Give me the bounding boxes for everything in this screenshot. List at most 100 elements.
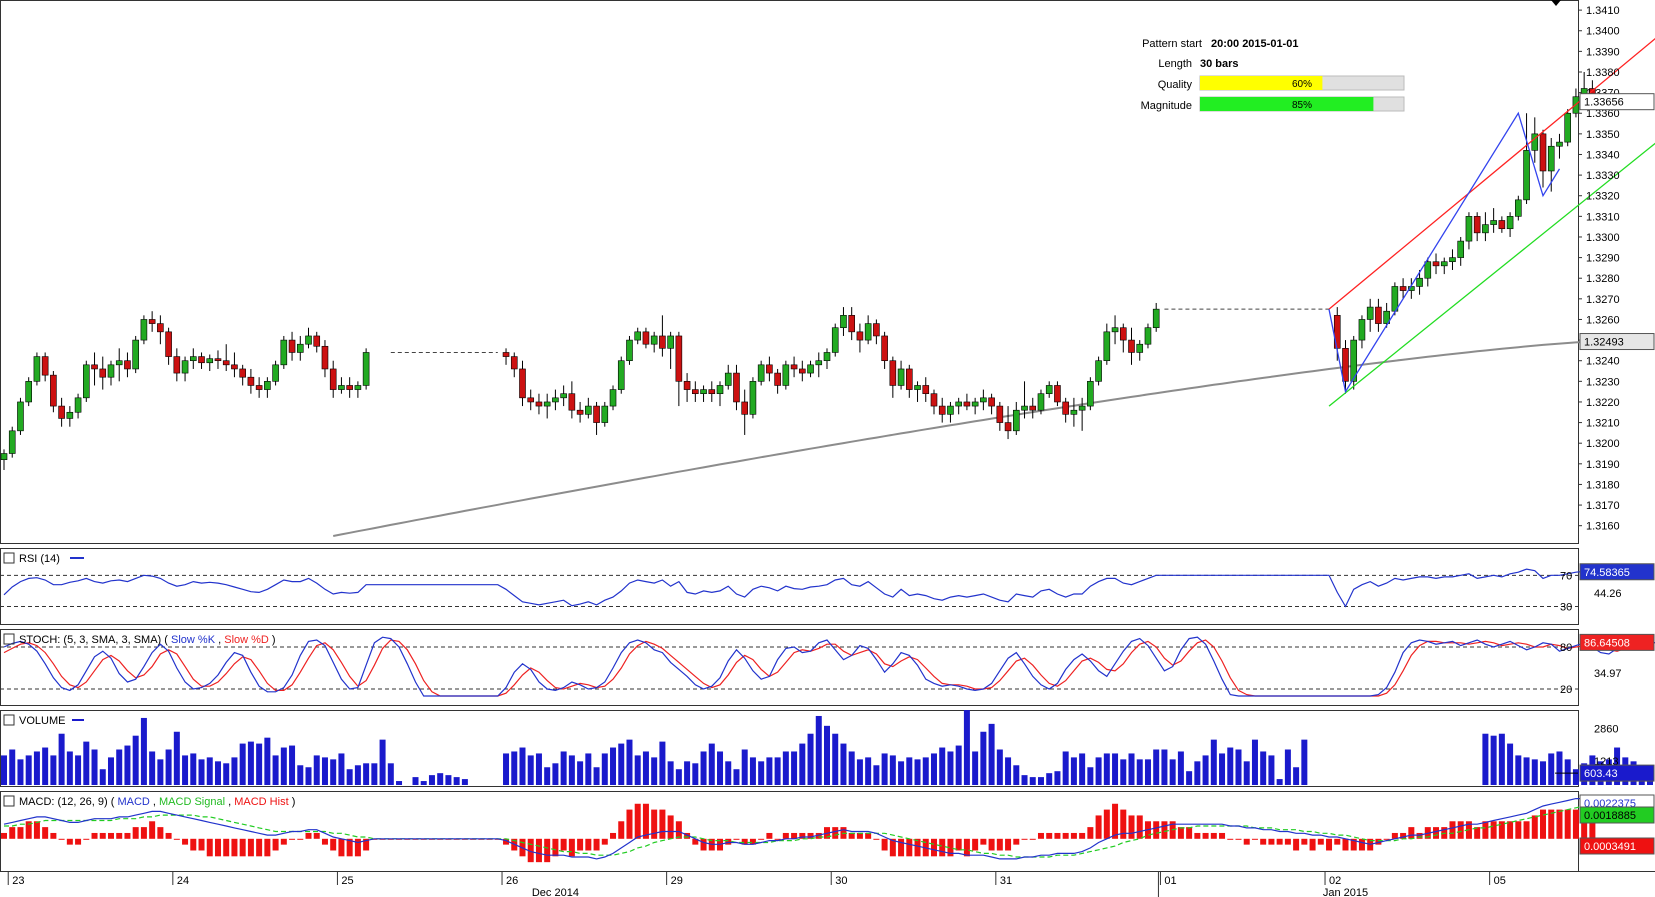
candle-body [568, 393, 576, 411]
macd-hist-bar [116, 832, 123, 839]
macd-hist-bar [1449, 821, 1456, 839]
macd-hist-bar [1540, 809, 1547, 839]
pattern-start-value: 20:00 2015-01-01 [1211, 38, 1298, 50]
macd-close-icon[interactable] [3, 795, 15, 807]
macd-hist-bar [272, 838, 279, 851]
candle-body [659, 335, 666, 349]
volume-bar [453, 777, 460, 785]
candle-body [0, 453, 8, 460]
candle-body [1095, 360, 1102, 382]
price-tick-label: 1.3210 [1586, 418, 1620, 430]
price-tick-label: 1.3350 [1586, 129, 1620, 141]
macd-hist-bar [1474, 827, 1481, 839]
volume-bar [387, 763, 394, 785]
volume-bar [618, 743, 625, 785]
volume-bar [700, 751, 707, 785]
volume-bar [1251, 739, 1258, 785]
macd-hist-bar [996, 838, 1003, 851]
macd-legend: MACD: (12, 26, 9) ( MACD , MACD Signal ,… [3, 795, 295, 808]
volume-bar [371, 763, 378, 785]
stoch-tick-label: 34.97 [1594, 668, 1622, 680]
volume-bar [75, 755, 82, 785]
macd-hist-bar [684, 832, 691, 839]
stoch-d-line [3, 639, 1655, 697]
volume-bar [1268, 755, 1275, 785]
macd-hist-bar [99, 832, 106, 839]
price-tick-label: 1.3180 [1586, 479, 1620, 491]
candle-body [535, 401, 543, 407]
candle-body [1449, 257, 1456, 263]
macd-hist-bar [856, 832, 863, 839]
macd-hist-bar [560, 838, 567, 851]
macd-hist-bar [1531, 815, 1538, 839]
volume-bar [1293, 767, 1300, 785]
macd-hist-bar [297, 838, 304, 840]
candle-body [1111, 327, 1119, 333]
macd-hist-bar [1136, 815, 1143, 839]
macd-hist-bar [1070, 832, 1077, 839]
candle-body [91, 364, 98, 370]
volume-bar [1227, 747, 1234, 785]
macd-hist-bar [955, 838, 962, 851]
macd-hist-bar [503, 838, 510, 845]
macd-hist-bar [25, 821, 32, 839]
macd-legend-signal: MACD Signal [159, 796, 225, 808]
macd-hist-bar [1013, 838, 1020, 845]
macd-hist-bar [214, 838, 221, 857]
candle-body [1045, 385, 1053, 395]
volume-bar [58, 733, 65, 785]
stoch-tick-label: 80 [1560, 642, 1572, 654]
macd-hist-bar [1284, 838, 1291, 845]
volume-bar [725, 761, 732, 785]
candle-body [296, 343, 304, 353]
macd-hist-bar [1457, 821, 1464, 839]
candle-body [1432, 261, 1440, 267]
candle-body [338, 385, 345, 390]
macd-hist-bar [642, 803, 649, 839]
volume-bar [840, 743, 847, 785]
candle-body [1416, 277, 1423, 287]
stoch-legend: STOCH: (5, 3, SMA, 3, SMA) ( Slow %K , S… [3, 633, 276, 646]
scroll-arrow-icon[interactable] [1551, 0, 1561, 6]
stoch-legend-sep: , [218, 634, 224, 646]
candle-body [83, 364, 90, 399]
candle-body [510, 356, 518, 370]
candle-body [823, 352, 831, 362]
price-tick-label: 1.3230 [1586, 376, 1620, 388]
candle-body [1062, 401, 1069, 415]
candle-body [1457, 240, 1465, 258]
volume-bar [1046, 773, 1053, 785]
rsi-tick-label: 70 [1560, 570, 1572, 582]
candle-body [848, 315, 855, 333]
candle-body [1333, 315, 1341, 349]
rsi-close-icon[interactable] [3, 552, 15, 564]
macd-hist-bar [930, 838, 937, 857]
volume-bar [791, 751, 798, 785]
candle-body [272, 364, 279, 382]
rsi-legend: RSI (14) [3, 552, 84, 565]
volume-bar [675, 769, 682, 785]
volume-close-icon[interactable] [3, 714, 15, 726]
volume-bar [799, 743, 806, 785]
volume-bar [354, 765, 361, 785]
volume-bar [1490, 735, 1497, 785]
macd-legend-label: MACD: (12, 26, 9) [19, 796, 108, 808]
candle-body [1119, 327, 1127, 341]
volume-bar [766, 757, 773, 785]
magnitude-label: Magnitude [1141, 100, 1192, 112]
candle-body [214, 358, 222, 362]
volume-bar [157, 759, 164, 785]
volume-bar [42, 747, 49, 785]
volume-bar [535, 753, 542, 785]
macd-hist-bar [1400, 832, 1407, 839]
volume-bar [782, 751, 789, 785]
price-tick-label: 1.3160 [1586, 521, 1620, 533]
stoch-close-icon[interactable] [3, 633, 15, 645]
quality-bar-fill [1200, 76, 1323, 90]
volume-bar [898, 761, 905, 785]
macd-hist-bar [1227, 838, 1234, 840]
volume-bar [1169, 759, 1176, 785]
macd-hist-bar [675, 821, 682, 839]
volume-bar [1284, 749, 1291, 785]
volume-bar [947, 751, 954, 785]
